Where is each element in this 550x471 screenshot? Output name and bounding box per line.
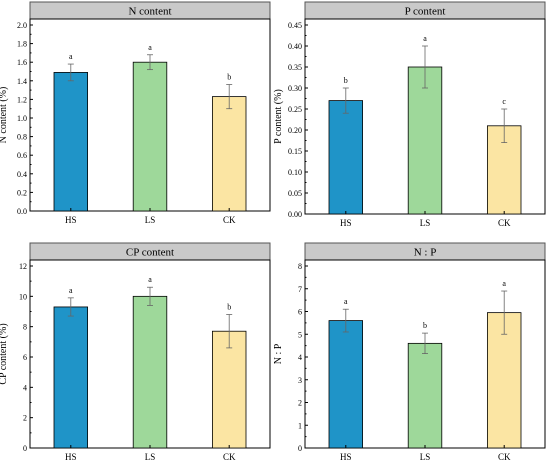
chart-1-bar-hs: [328, 100, 363, 215]
chart-2-ytick-label: 0: [23, 444, 27, 453]
chart-2-ytick-label: 2: [23, 414, 27, 423]
chart-3-xtick-label-ck: CK: [498, 452, 511, 462]
chart-0-xtick-label-hs: HS: [65, 215, 77, 225]
chart-3-ylabel: N : P: [273, 343, 284, 364]
chart-1-ytick-label: 0.15: [288, 147, 302, 156]
chart-0-ytick-label: 0.0: [17, 207, 27, 216]
chart-0-ytick-label: 0.6: [17, 151, 27, 160]
chart-3-ytick-label: 0: [298, 444, 302, 453]
chart-0-ytick-label: 2.0: [17, 21, 27, 30]
chart-0-ytick-label: 0.4: [17, 170, 27, 179]
chart-0-bar-ck: [211, 96, 247, 212]
chart-2-title: CP content: [126, 247, 174, 259]
chart-2-ytick-label: 4: [23, 383, 27, 392]
chart-2-bar-ls: [132, 295, 168, 449]
chart-1-ytick-label: 0.20: [288, 126, 302, 135]
chart-0-bar-ls: [132, 61, 168, 212]
chart-3-title: N : P: [414, 247, 437, 259]
chart-0-sig-letter-hs: a: [69, 52, 73, 61]
chart-3-ytick-label: 2: [298, 399, 302, 408]
chart-2-ytick-label: 6: [23, 353, 27, 362]
chart-0-xtick-label-ls: LS: [145, 215, 156, 225]
chart-1-title: P content: [405, 6, 446, 18]
chart-3-xtick-label-hs: HS: [340, 452, 352, 462]
chart-2-ylabel: CP content (%): [0, 323, 9, 384]
chart-1-sig-letter-ls: a: [423, 34, 427, 43]
chart-0-ytick-label: 0.2: [17, 188, 27, 197]
chart-3-bar-ls: [407, 342, 443, 449]
chart-3-sig-letter-ls: b: [423, 321, 427, 330]
chart-2-xtick-label-ck: CK: [223, 452, 236, 462]
chart-1-ytick-label: 0.35: [288, 63, 302, 72]
chart-1-ytick-label: 0.40: [288, 42, 302, 51]
chart-2-sig-letter-hs: a: [69, 286, 73, 295]
chart-2-ytick-label: 8: [23, 323, 27, 332]
chart-0-sig-letter-ls: a: [148, 43, 152, 52]
chart-3-ytick-label: 3: [298, 376, 302, 385]
chart-3-ytick-label: 4: [298, 353, 302, 362]
chart-0-ytick-label: 1.8: [17, 40, 27, 49]
chart-1-ytick-label: 0.30: [288, 84, 302, 93]
chart-3-bar-ck: [486, 312, 522, 449]
chart-3-bar-hs: [328, 320, 363, 449]
chart-3-sig-letter-ck: a: [502, 279, 506, 288]
chart-2-bar-hs: [53, 306, 88, 449]
chart-3-ytick-label: 1: [298, 421, 302, 430]
chart-3-xtick-label-ls: LS: [420, 452, 431, 462]
chart-1-sig-letter-hs: b: [344, 76, 348, 85]
chart-3-sig-letter-hs: a: [344, 297, 348, 306]
chart-0-title: N content: [128, 6, 171, 18]
chart-0-ytick-label: 1.0: [17, 114, 27, 123]
chart-3-ytick-label: 8: [298, 262, 302, 271]
chart-3-ytick-label: 6: [298, 308, 302, 317]
chart-0-sig-letter-ck: b: [227, 73, 231, 82]
chart-1-sig-letter-ck: c: [502, 97, 506, 106]
chart-1-ylabel: P content (%): [273, 89, 284, 144]
chart-1-ytick-label: 0.10: [288, 168, 302, 177]
chart-3-ytick-label: 7: [298, 285, 302, 294]
chart-1-ytick-label: 0.45: [288, 21, 302, 30]
chart-0-bar-hs: [53, 72, 88, 212]
chart-2-bar-ck: [211, 330, 247, 449]
chart-2-sig-letter-ls: a: [148, 275, 152, 284]
chart-3-ytick-label: 5: [298, 330, 302, 339]
chart-2-xtick-label-ls: LS: [145, 452, 156, 462]
chart-0-ytick-label: 1.4: [17, 77, 27, 86]
chart-1-ytick-label: 0.00: [288, 210, 302, 219]
chart-2-sig-letter-ck: b: [227, 303, 231, 312]
chart-1-ytick-label: 0.25: [288, 105, 302, 114]
chart-2-ytick-label: 12: [19, 262, 27, 271]
chart-1-ytick-label: 0.05: [288, 189, 302, 198]
chart-0-ylabel: N content (%): [0, 87, 9, 144]
chart-2-ytick-label: 10: [19, 292, 27, 301]
chart-0-xtick-label-ck: CK: [223, 215, 236, 225]
chart-1-xtick-label-ls: LS: [420, 218, 431, 228]
chart-1-xtick-label-hs: HS: [340, 218, 352, 228]
chart-2-xtick-label-hs: HS: [65, 452, 77, 462]
chart-0-ytick-label: 1.6: [17, 58, 27, 67]
chart-0-ytick-label: 1.2: [17, 95, 27, 104]
chart-1-bar-ls: [407, 66, 443, 215]
chart-0-ytick-label: 0.8: [17, 133, 27, 142]
chart-1-xtick-label-ck: CK: [498, 218, 511, 228]
